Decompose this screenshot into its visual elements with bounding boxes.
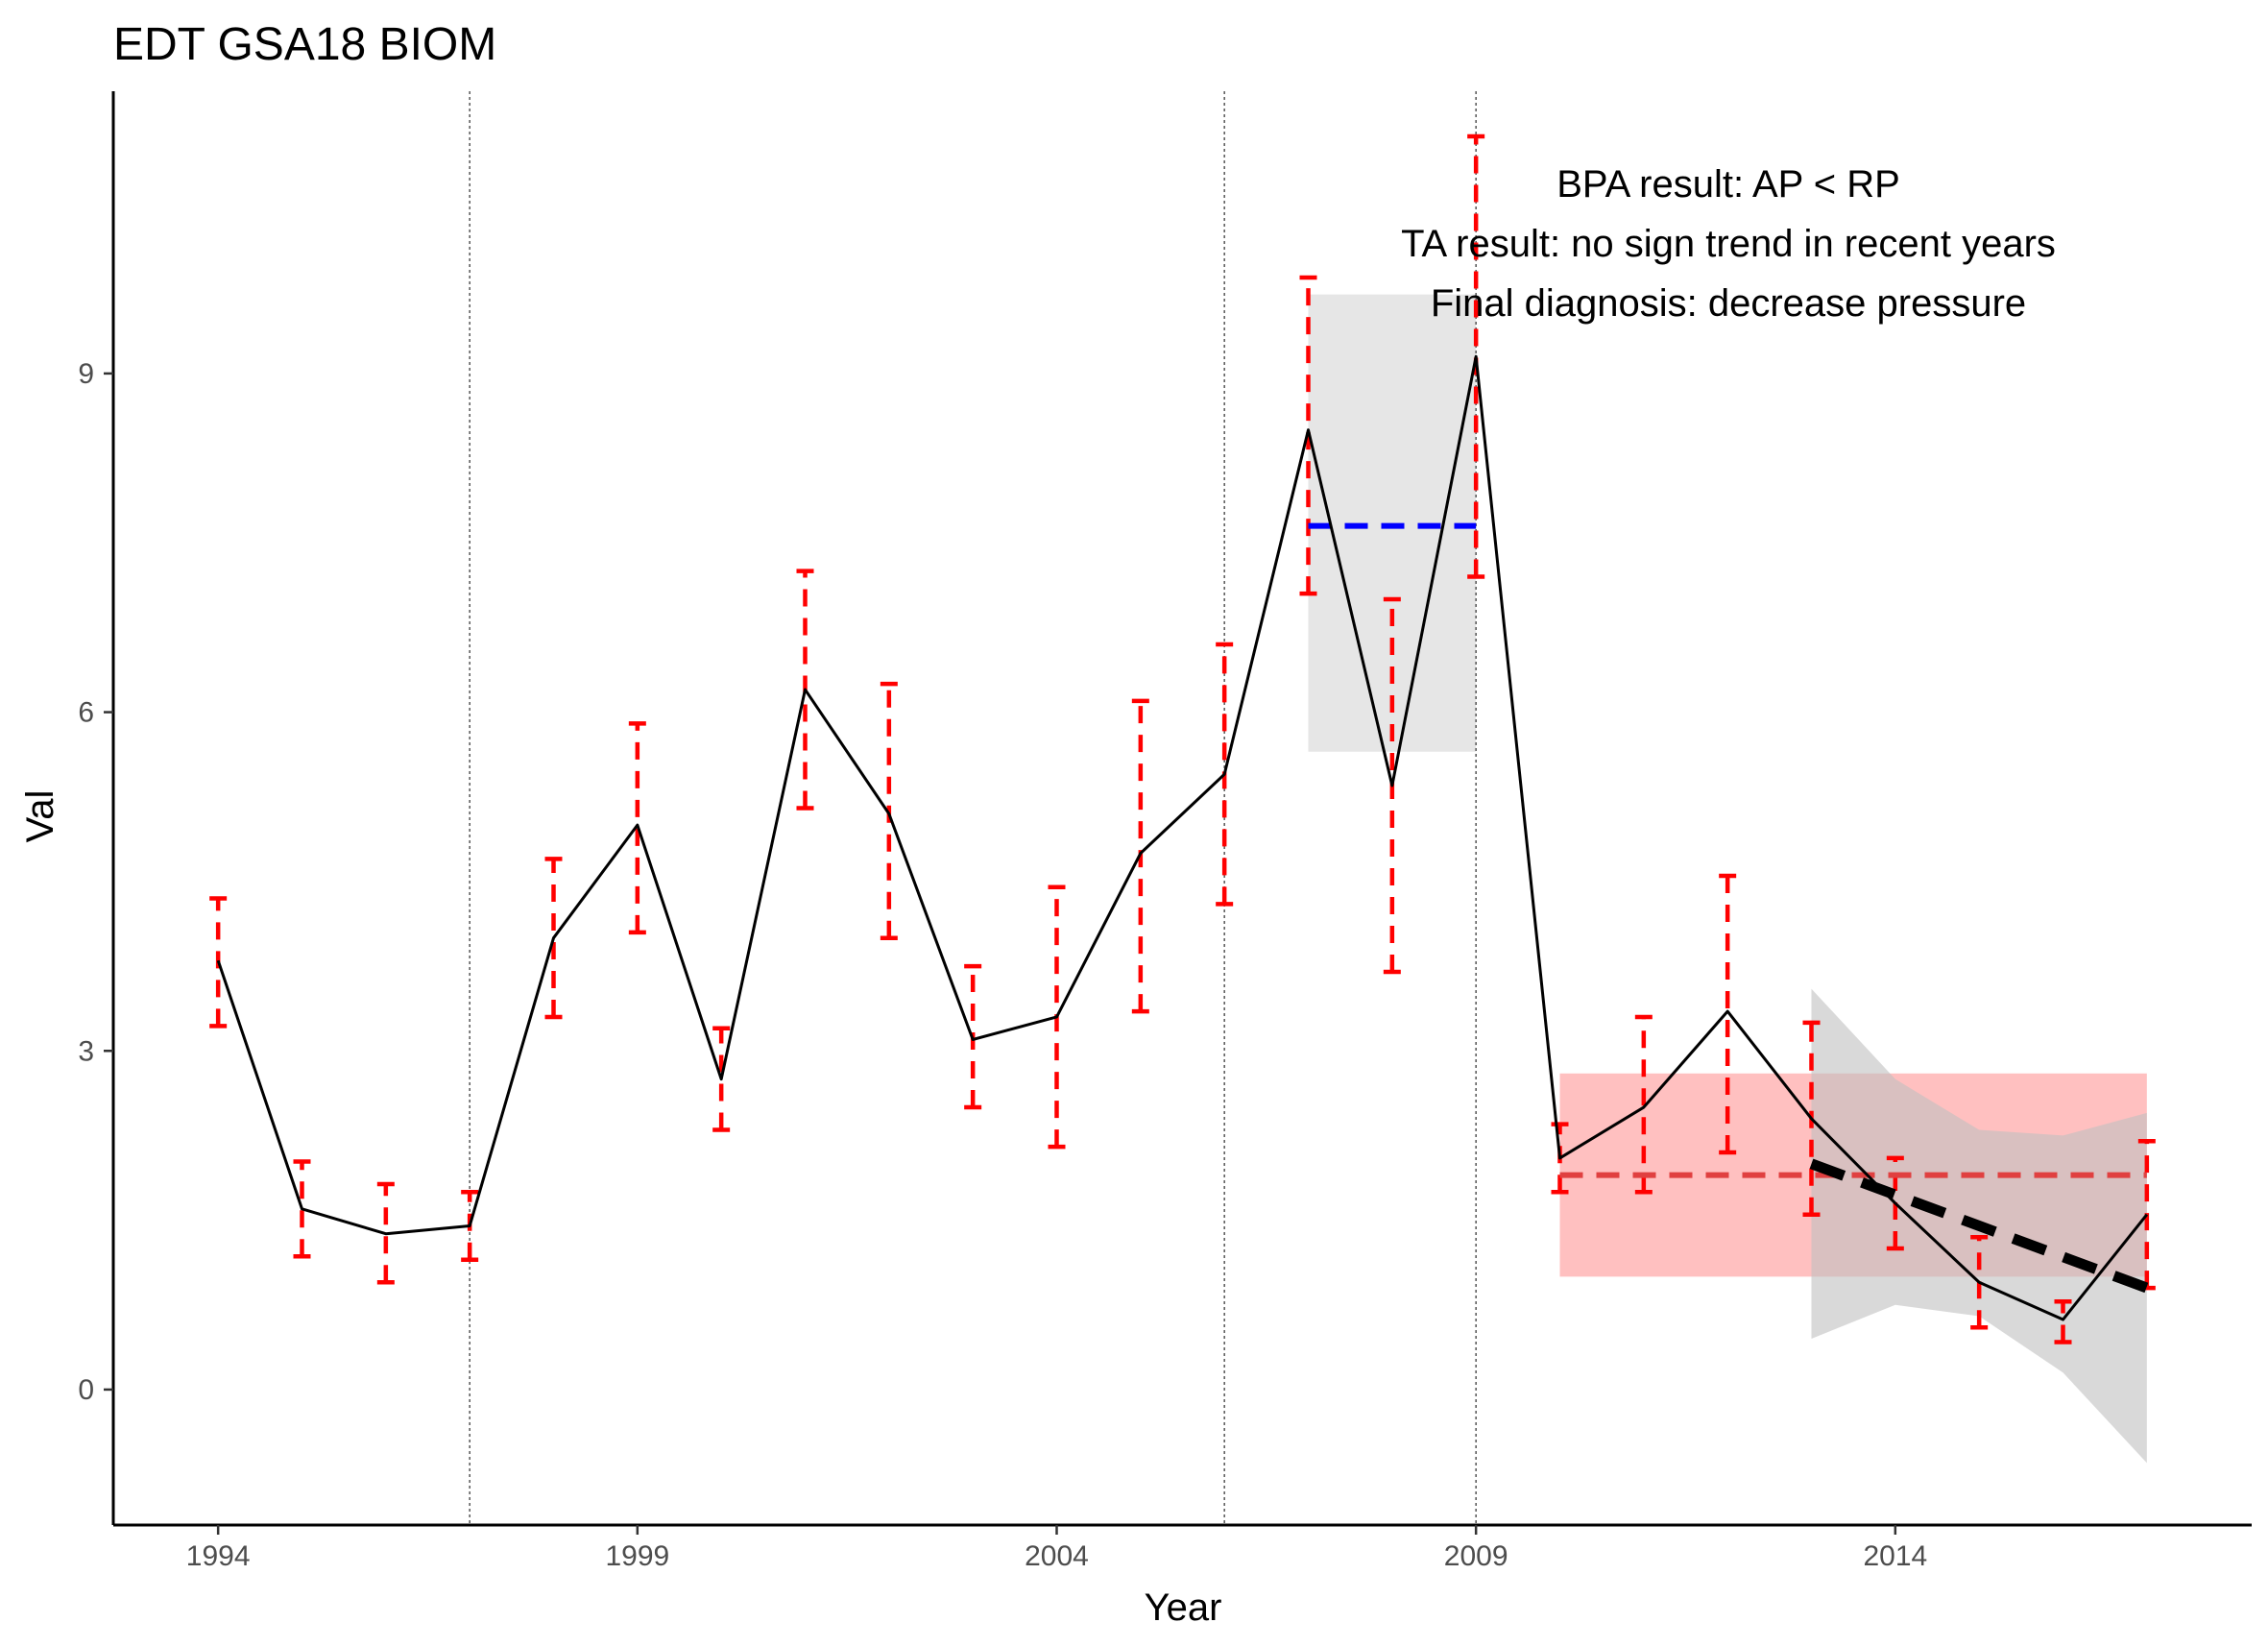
line-layer [216, 354, 2149, 1321]
annotation-text: TA result: no sign trend in recent years [1401, 223, 2056, 265]
annotation-layer: BPA result: AP < RP TA result: no sign tr… [1401, 163, 2056, 325]
x-tick-label: 2004 [1025, 1540, 1089, 1572]
x-tick-label: 2014 [1863, 1540, 1927, 1572]
x-tick-label: 1994 [186, 1540, 251, 1572]
x-tick-label: 1999 [605, 1540, 669, 1572]
trend-line [1809, 1158, 2149, 1294]
annotation-text: Final diagnosis: decrease pressure [1431, 282, 2026, 325]
x-axis-title: Year [1145, 1586, 1222, 1629]
x-tick-label: 2009 [1444, 1540, 1508, 1572]
y-tick-label: 0 [78, 1374, 94, 1406]
y-tick-label: 9 [78, 358, 94, 390]
y-axis-title: Val [19, 790, 61, 843]
axes-layer: 1994 1999 2004 2009 2014 0 3 6 9 [78, 91, 2252, 1572]
series-line [216, 354, 2149, 1321]
y-tick-label: 3 [78, 1035, 94, 1067]
chart-title: EDT GSA18 BIOM [113, 19, 496, 70]
annotation-text: BPA result: AP < RP [1556, 163, 1900, 206]
y-tick-label: 6 [78, 697, 94, 729]
